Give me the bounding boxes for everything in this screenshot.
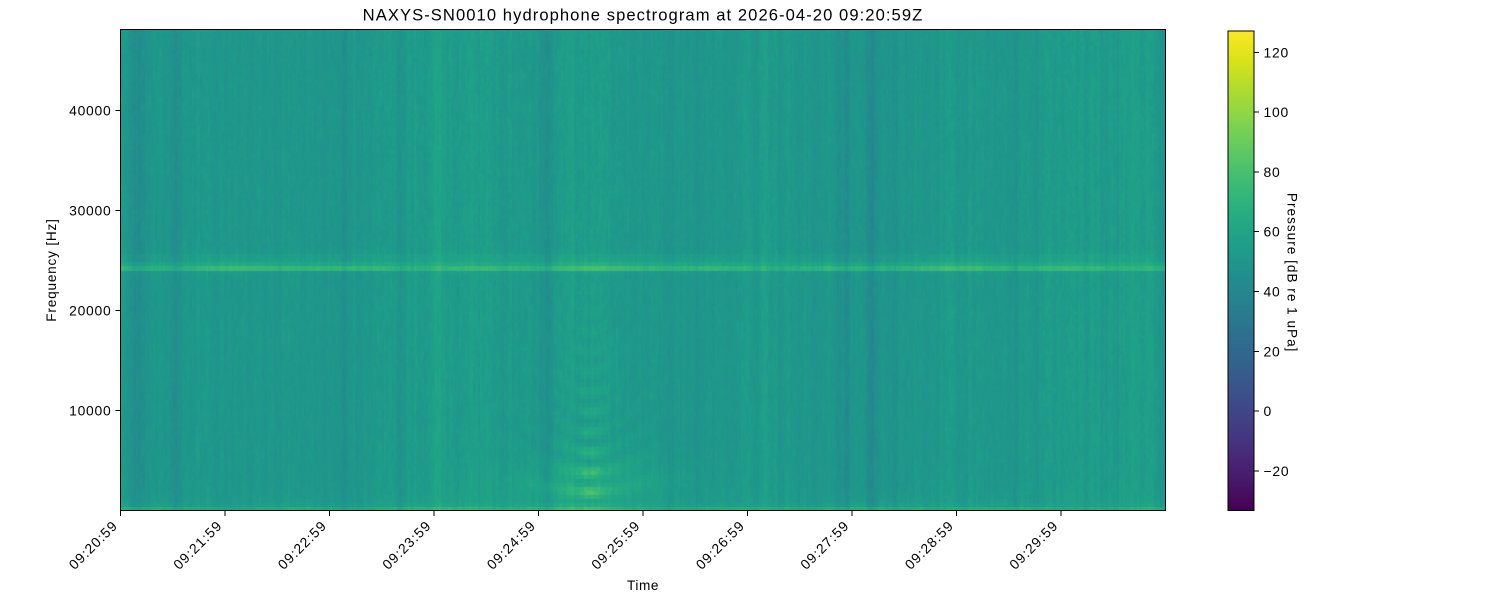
svg-text:80: 80 (1264, 164, 1281, 180)
svg-text:09:20:59: 09:20:59 (65, 517, 120, 572)
svg-text:09:21:59: 09:21:59 (170, 517, 225, 572)
svg-text:Time: Time (627, 578, 659, 593)
svg-text:20000: 20000 (69, 303, 111, 319)
svg-text:0: 0 (1264, 403, 1272, 419)
svg-text:100: 100 (1264, 104, 1289, 120)
svg-text:09:28:59: 09:28:59 (901, 517, 956, 572)
svg-text:09:27:59: 09:27:59 (797, 517, 852, 572)
svg-text:60: 60 (1264, 224, 1281, 240)
svg-text:Pressure [dB re 1 uPa]: Pressure [dB re 1 uPa] (1285, 193, 1300, 353)
svg-text:−20: −20 (1264, 463, 1290, 479)
svg-text:30000: 30000 (69, 203, 111, 219)
svg-text:40000: 40000 (69, 103, 111, 119)
svg-text:Frequency [Hz]: Frequency [Hz] (44, 218, 59, 321)
svg-text:09:23:59: 09:23:59 (379, 517, 434, 572)
svg-text:40: 40 (1264, 284, 1281, 300)
svg-text:10000: 10000 (69, 403, 111, 419)
svg-text:120: 120 (1264, 44, 1289, 60)
svg-text:20: 20 (1264, 343, 1281, 359)
svg-text:09:25:59: 09:25:59 (588, 517, 643, 572)
svg-text:09:29:59: 09:29:59 (1006, 517, 1061, 572)
svg-text:NAXYS-SN0010 hydrophone spectr: NAXYS-SN0010 hydrophone spectrogram at 2… (363, 5, 924, 24)
svg-text:09:24:59: 09:24:59 (483, 517, 538, 572)
svg-text:09:26:59: 09:26:59 (692, 517, 747, 572)
svg-text:09:22:59: 09:22:59 (274, 517, 329, 572)
